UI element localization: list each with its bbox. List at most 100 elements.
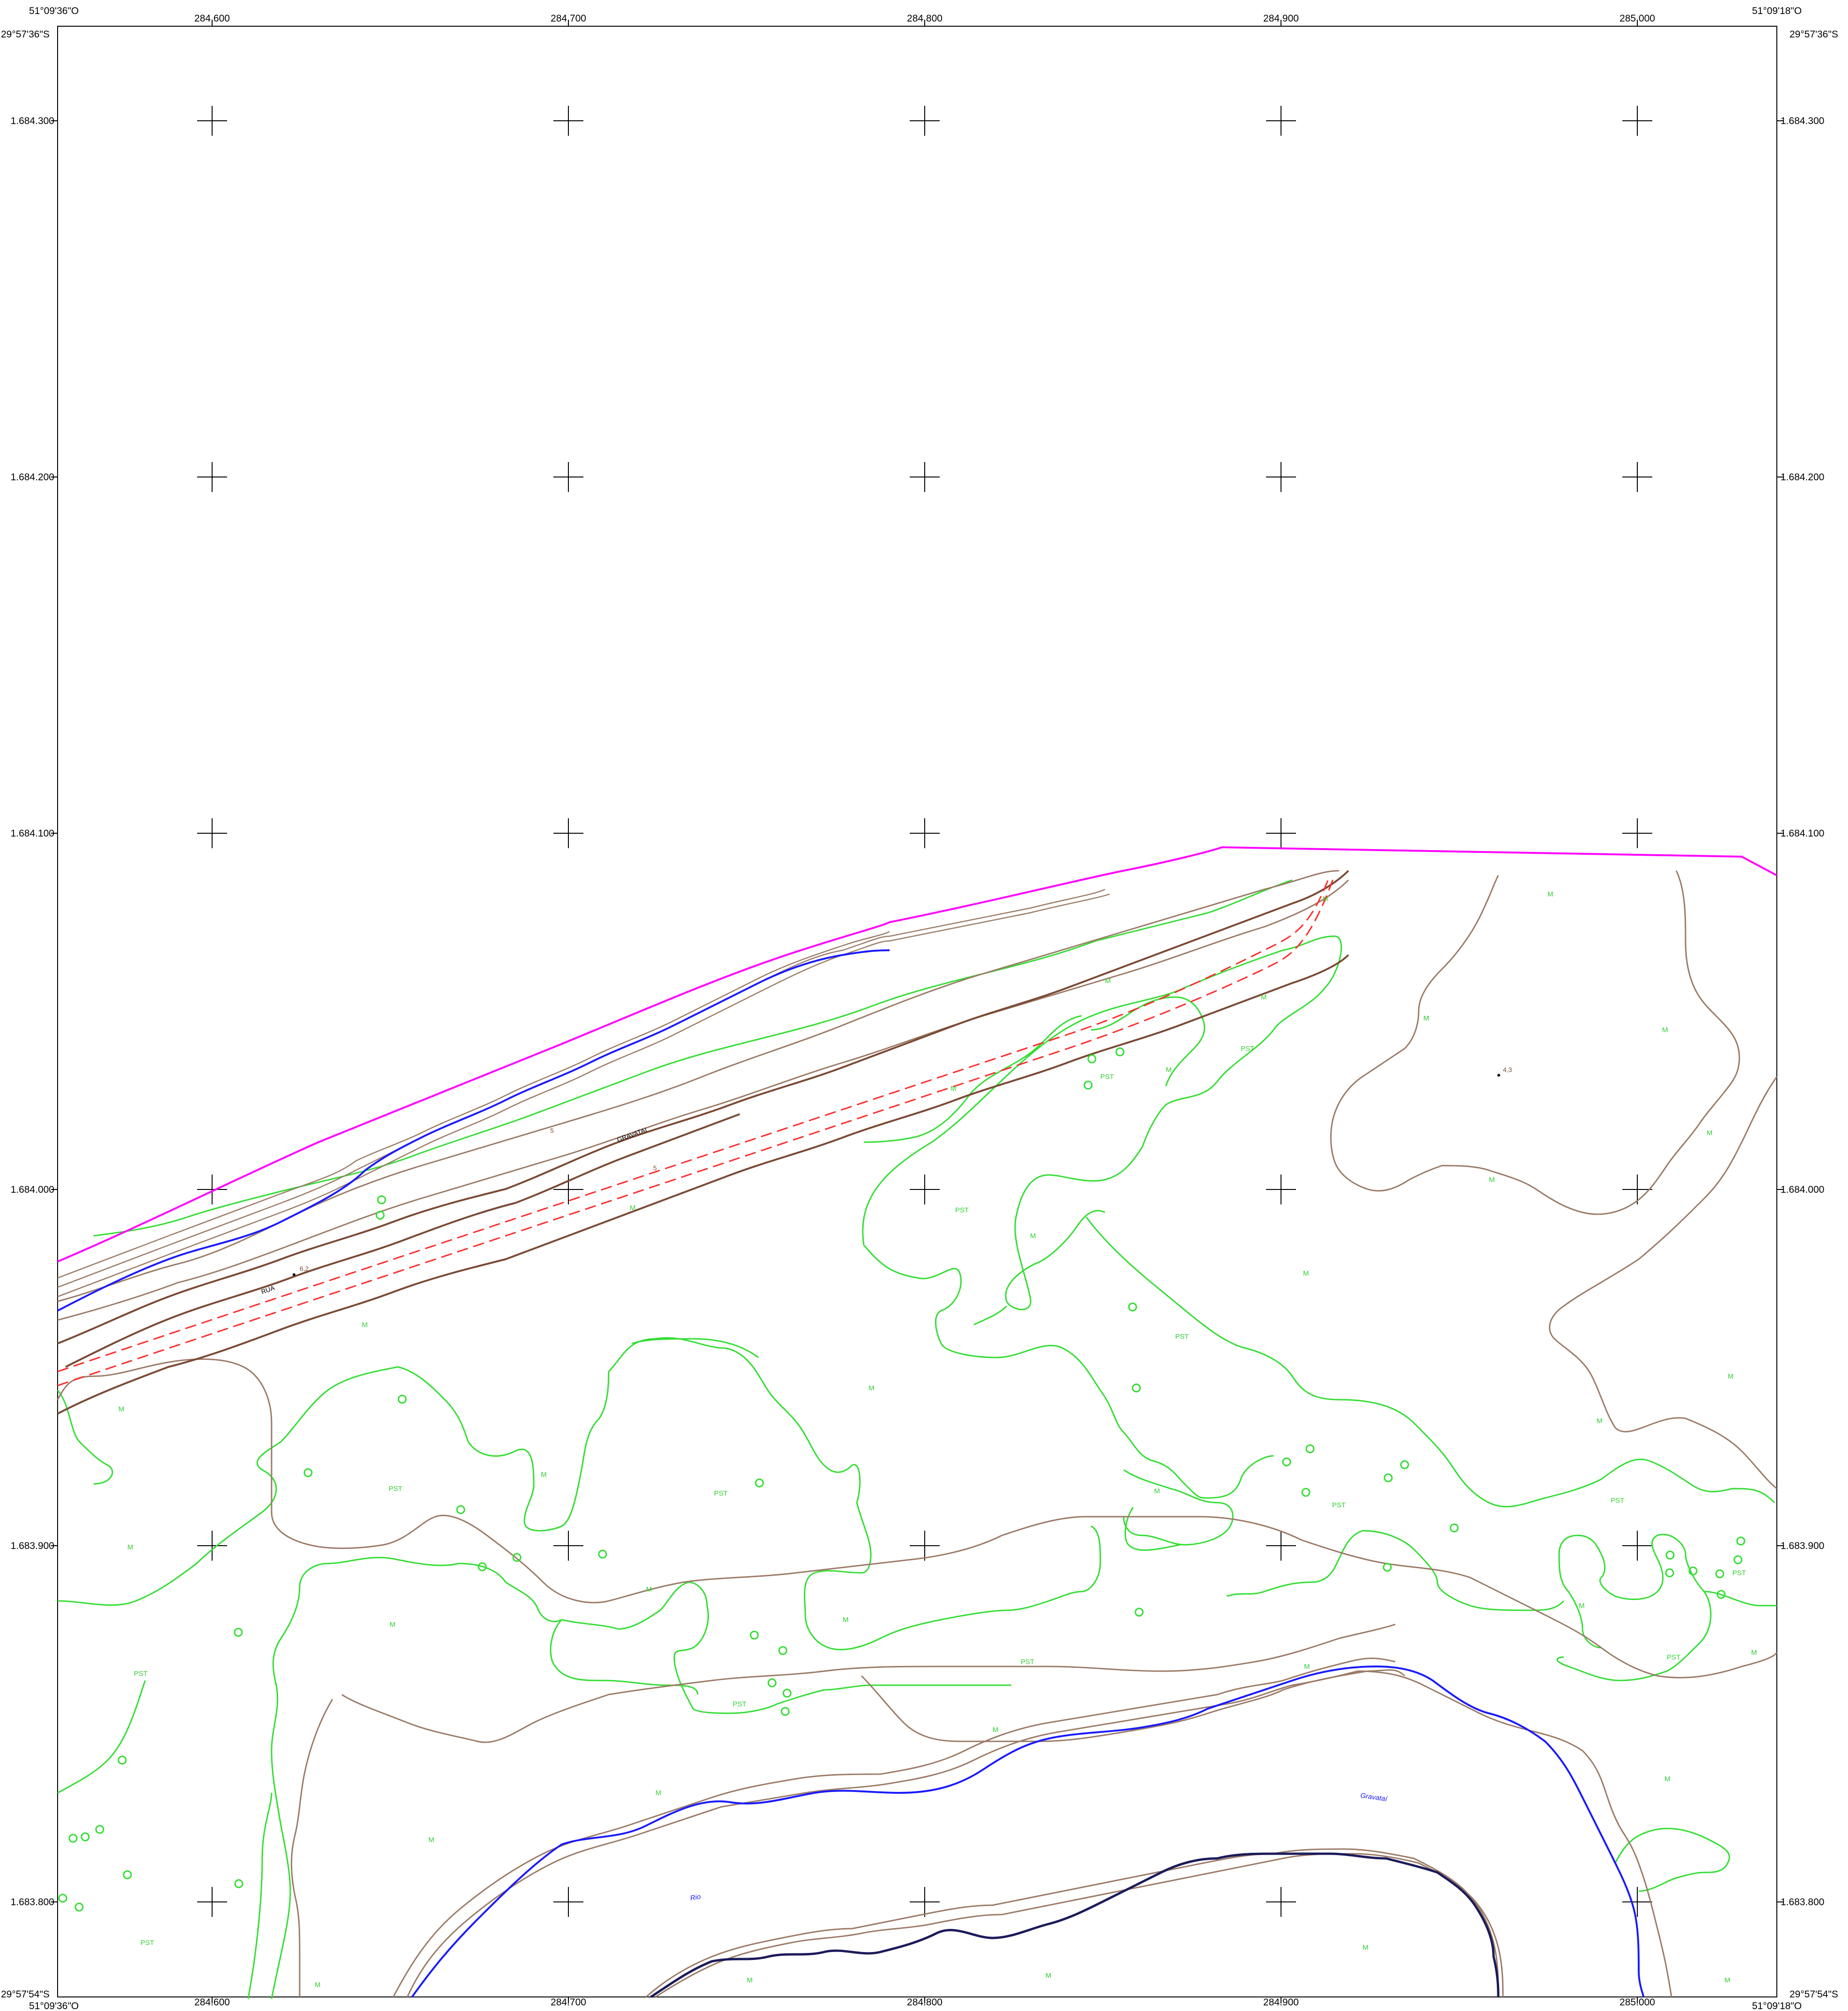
- veg-label-m: M: [1423, 1014, 1429, 1022]
- grid-cross: [1622, 818, 1652, 848]
- grid-cross: [1266, 818, 1296, 848]
- vegetation-circle: [755, 1478, 764, 1488]
- grid-cross: [1622, 106, 1652, 136]
- vegetation-circle: [1083, 1080, 1093, 1090]
- vegetation-circle: [478, 1562, 487, 1571]
- grid-cross: [553, 1531, 583, 1561]
- vegetation-circle: [234, 1628, 243, 1637]
- vegetation-circles: [58, 1047, 1745, 1912]
- grid-cross: [197, 1174, 227, 1204]
- veg-label-pst: PST: [955, 1206, 969, 1214]
- vegetation-circle: [1384, 1473, 1393, 1483]
- vegetation-circle: [1087, 1054, 1097, 1064]
- veg-label-pst: PST: [733, 1700, 746, 1708]
- vegetation-circle: [778, 1646, 788, 1655]
- veg-label-m: M: [118, 1405, 125, 1413]
- grid-cross: [910, 1174, 940, 1204]
- veg-label-m: M: [1154, 1487, 1160, 1495]
- contour-value: 5: [550, 1127, 554, 1134]
- contour-bundle: [57, 888, 1110, 1298]
- vegetation-circle: [68, 1834, 78, 1843]
- vegetation-circle: [1716, 1590, 1726, 1599]
- veg-label-m: M: [655, 1789, 662, 1797]
- spot-heights: 6,2 4,3: [293, 1066, 1512, 1276]
- grid-crosses: [197, 106, 1652, 1917]
- northing-label-left: 1.684.000: [11, 1184, 54, 1195]
- veg-label-m: M: [1489, 1176, 1495, 1184]
- vegetation-circle: [456, 1505, 465, 1514]
- veg-label-m: M: [869, 1384, 875, 1392]
- vegetation-circle: [1134, 1607, 1144, 1617]
- corner-lon-top-right: 51°09'18"O: [1752, 6, 1802, 16]
- grid-cross: [553, 462, 583, 492]
- veg-label-m: M: [1751, 1649, 1757, 1657]
- vegetation-circle: [95, 1825, 104, 1834]
- veg-label-pst: PST: [1332, 1501, 1346, 1509]
- easting-label-top: 284.600: [194, 13, 230, 24]
- vegetation-circle: [1736, 1536, 1745, 1546]
- grid-cross: [1266, 1174, 1296, 1204]
- veg-label-m: M: [1323, 895, 1329, 903]
- veg-label-m: M: [843, 1616, 849, 1624]
- vegetation-circle: [598, 1549, 607, 1559]
- vegetation-circle: [58, 1894, 67, 1903]
- northing-label-right: 1.684.100: [1781, 828, 1824, 839]
- vegetation-circle: [1688, 1566, 1698, 1576]
- corner-lat-top-right: 29°57'36"S: [1789, 29, 1838, 40]
- grid-cross: [1266, 1531, 1296, 1561]
- veg-label-m: M: [747, 1976, 753, 1984]
- corner-lat-bottom-left: 29°57'54"S: [1, 1989, 50, 2000]
- road-rua-gravatai: [57, 875, 1335, 1387]
- veg-label-m: M: [428, 1836, 434, 1844]
- veg-label-m: M: [1664, 1775, 1671, 1783]
- veg-label-m: M: [1728, 1372, 1734, 1380]
- corner-lat-top-left: 29°57'36"S: [1, 29, 50, 40]
- veg-label-pst: PST: [1021, 1658, 1034, 1666]
- grid-cross: [1266, 462, 1296, 492]
- veg-label-pst: PST: [140, 1939, 154, 1947]
- vegetation-circle: [1282, 1457, 1291, 1467]
- vegetation-labels: M M M M M M M PST PST M M M M PST M M M …: [118, 890, 1757, 1989]
- corner-lon-bottom-left: 51°09'36"O: [29, 2001, 79, 2011]
- veg-label-pst: PST: [1100, 1073, 1114, 1081]
- veg-label-m: M: [1597, 1417, 1603, 1425]
- vegetation-circle: [1132, 1383, 1141, 1393]
- grid-cross: [1622, 1887, 1652, 1917]
- vegetation-circle: [1115, 1047, 1125, 1057]
- grid-cross: [553, 1174, 583, 1204]
- northing-label-left: 1.684.200: [11, 472, 54, 483]
- easting-label-top: 285.000: [1620, 13, 1655, 24]
- northing-label-left: 1.683.800: [11, 1897, 54, 1908]
- corner-lon-top-left: 51°09'36"O: [29, 6, 79, 16]
- veg-label-m: M: [1105, 977, 1111, 985]
- northing-label-right: 1.684.200: [1781, 472, 1824, 483]
- spot-height-label: 4,3: [1503, 1066, 1512, 1073]
- veg-label-m: M: [1579, 1602, 1585, 1610]
- vegetation-circle: [375, 1211, 385, 1220]
- vegetation-circle: [780, 1707, 790, 1716]
- veg-label-pst: PST: [714, 1490, 728, 1497]
- vegetation-circle: [512, 1553, 522, 1562]
- northing-label-left: 1.684.300: [11, 116, 54, 126]
- veg-label-pst: PST: [389, 1485, 402, 1493]
- veg-label-m: M: [362, 1321, 368, 1329]
- veg-label-m: M: [1707, 1129, 1713, 1137]
- grid-edge-ticks: [51, 20, 1783, 2004]
- vegetation-circle: [1128, 1302, 1137, 1312]
- grid-cross: [553, 1887, 583, 1917]
- vegetation-circle: [1665, 1568, 1674, 1578]
- vegetation-circle: [1383, 1563, 1392, 1572]
- grid-cross: [553, 106, 583, 136]
- vegetation-circle: [1305, 1444, 1315, 1453]
- veg-label-m: M: [1724, 1976, 1730, 1984]
- grid-cross: [197, 462, 227, 492]
- map-frame: [57, 26, 1777, 1997]
- northing-label-right: 1.683.900: [1781, 1541, 1824, 1551]
- veg-label-m: M: [1261, 993, 1267, 1001]
- street-label-gravatai: GRAVATAI: [616, 1126, 648, 1144]
- vegetation-circle: [1665, 1550, 1675, 1560]
- grid-cross: [910, 1887, 940, 1917]
- vegetation-circle: [1715, 1569, 1724, 1578]
- veg-label-m: M: [1547, 890, 1553, 898]
- river-label-gravatai: Gravataí: [1360, 1791, 1388, 1803]
